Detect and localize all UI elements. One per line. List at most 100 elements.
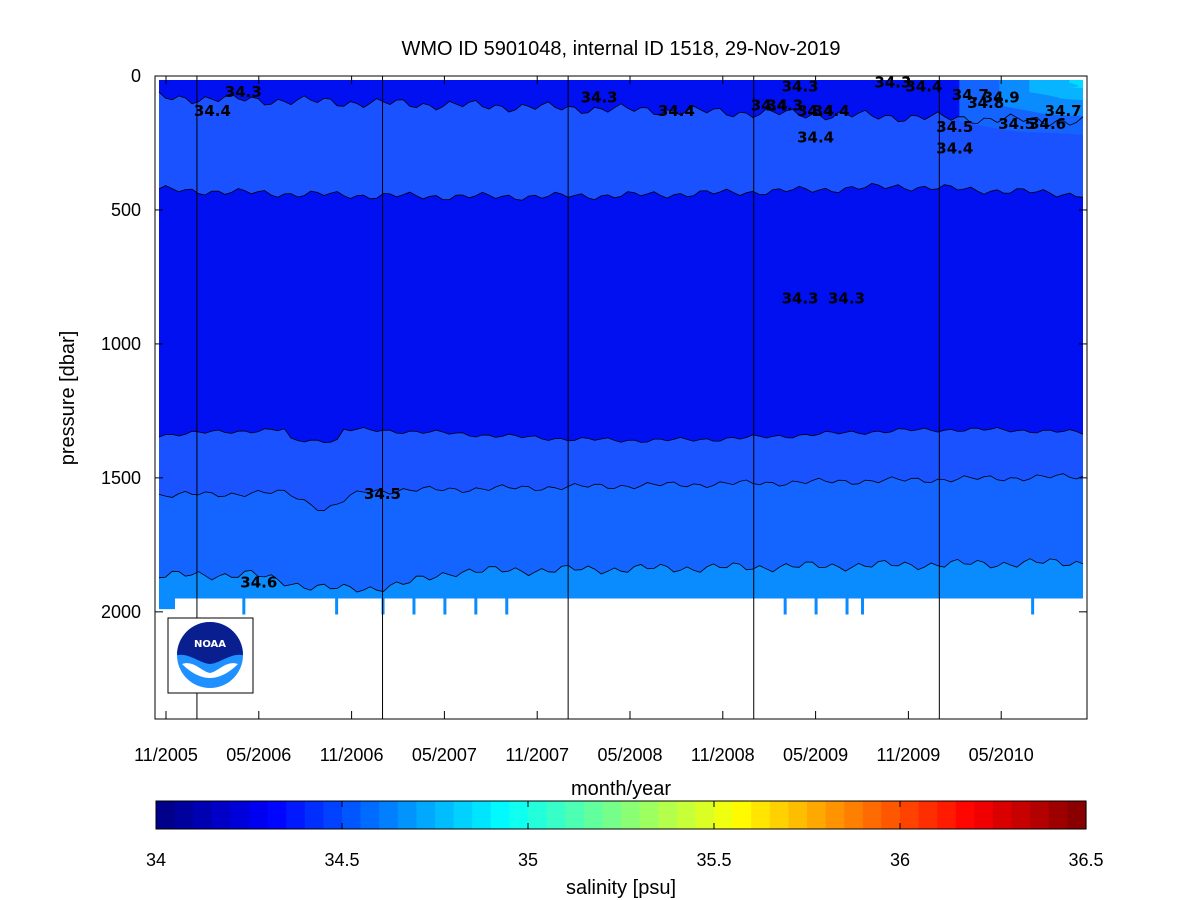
colorbar-cell bbox=[1067, 801, 1087, 829]
colorbar-cell bbox=[304, 801, 324, 829]
band-34.3-34.4-upper bbox=[159, 80, 1083, 126]
colorbar-cell bbox=[267, 801, 287, 829]
colorbar-cell bbox=[509, 801, 529, 829]
colorbar-cell bbox=[769, 801, 789, 829]
colorbar-cell bbox=[918, 801, 938, 829]
colorbar-cell bbox=[174, 801, 194, 829]
x-axis-ticks: 11/2005 05/2006 11/2006 05/2007 11/2007 05/20… bbox=[134, 76, 1034, 765]
contour-line bbox=[158, 473, 1084, 512]
profile-spike bbox=[1031, 598, 1035, 615]
colorbar-cell bbox=[714, 801, 734, 829]
colorbar-frame bbox=[155, 800, 1087, 830]
colorbar-cell bbox=[1048, 801, 1068, 829]
contour-lines bbox=[158, 91, 1084, 593]
contour-label: 34.3 bbox=[225, 83, 262, 101]
colorbar-cell bbox=[974, 801, 994, 829]
colorbar-cell bbox=[193, 801, 213, 829]
colorbar-cell bbox=[435, 801, 455, 829]
plot-area: 34.334.434.334.434.334.434.334.434.434.4… bbox=[155, 74, 1087, 719]
colorbar-cell bbox=[844, 801, 864, 829]
colorbar-cell bbox=[453, 801, 473, 829]
contour-line bbox=[158, 427, 1084, 444]
x-tick-label: 11/2009 bbox=[877, 745, 941, 765]
x-tick-label: 05/2007 bbox=[412, 745, 477, 765]
colorbar-cell bbox=[937, 801, 957, 829]
colorbar-cell bbox=[751, 801, 771, 829]
y-tick-label: 1500 bbox=[101, 468, 141, 488]
x-tick-label: 11/2008 bbox=[691, 745, 755, 765]
plot-frame bbox=[154, 75, 1088, 720]
profile-spike bbox=[783, 598, 787, 615]
colorbar-tick-label: 36 bbox=[890, 850, 910, 870]
contour-label: 34.3 bbox=[828, 289, 865, 307]
contour-label: 34.4 bbox=[797, 129, 834, 147]
profile-spike bbox=[845, 598, 849, 615]
contour-label: 34.6 bbox=[240, 573, 277, 591]
colorbar-cell bbox=[230, 801, 250, 829]
colorbar-tick-label: 34.5 bbox=[324, 850, 359, 870]
contour-label: 34.4 bbox=[905, 78, 942, 96]
contour-label: 34.5 bbox=[998, 115, 1035, 133]
colorbar-cell bbox=[342, 801, 362, 829]
contour-labels: 34.334.434.334.434.334.434.334.434.434.4… bbox=[194, 74, 1082, 591]
contour-line bbox=[158, 558, 1084, 593]
colorbar-tick-label: 36.5 bbox=[1068, 850, 1103, 870]
colorbar-label: salinity [psu] bbox=[566, 877, 676, 899]
y-tick-label: 2000 bbox=[101, 602, 141, 622]
band-34.3-34.4-core bbox=[159, 183, 1083, 443]
contour-label: 34.3 bbox=[874, 74, 911, 92]
profile-spike bbox=[335, 598, 339, 615]
svg-text:NOAA: NOAA bbox=[194, 639, 226, 650]
colorbar-cell bbox=[732, 801, 752, 829]
colorbar-cell bbox=[249, 801, 269, 829]
contour-label: 34.7 bbox=[1045, 102, 1082, 120]
profile-spike bbox=[861, 598, 864, 615]
band-34.5-34.6 bbox=[159, 473, 1083, 593]
contour-line bbox=[158, 91, 1084, 127]
contour-label: 34.3 bbox=[782, 289, 819, 307]
x-axis-label: month/year bbox=[571, 778, 671, 800]
x-tick-label: 11/2005 bbox=[134, 745, 198, 765]
profile-spike bbox=[443, 598, 447, 615]
x-tick-label: 05/2010 bbox=[969, 745, 1034, 765]
contour-label: 34.5 bbox=[364, 485, 401, 503]
contour-label: 34.4 bbox=[194, 102, 231, 120]
colorbar-cell bbox=[639, 801, 659, 829]
band-34.4-34.5-deep bbox=[159, 427, 1083, 511]
x-tick-label: 05/2008 bbox=[597, 745, 662, 765]
colorbar-cell bbox=[807, 801, 827, 829]
y-tick-label: 1000 bbox=[101, 334, 141, 354]
colorbar-cell bbox=[825, 801, 845, 829]
colorbar-ticks: 34 34.5 35 35.5 36 36.5 bbox=[146, 801, 1104, 870]
colorbar-cell bbox=[528, 801, 548, 829]
colorbar-cell bbox=[360, 801, 380, 829]
contour-label: 34.9 bbox=[983, 88, 1020, 106]
colorbar-cell bbox=[955, 801, 975, 829]
band-34.6-34.7 bbox=[159, 558, 1083, 599]
colorbar-cell bbox=[658, 801, 678, 829]
contour-line bbox=[158, 182, 1084, 201]
colorbar-tick-label: 34 bbox=[146, 850, 166, 870]
profile-spike bbox=[505, 598, 509, 615]
colorbar-cell bbox=[323, 801, 343, 829]
colorbar-cell bbox=[676, 801, 696, 829]
colorbar-cell bbox=[286, 801, 306, 829]
colorbar-cell bbox=[211, 801, 231, 829]
contour-label: 34.6 bbox=[1029, 115, 1066, 133]
y-axis-ticks: 0 500 1000 1500 2000 bbox=[101, 66, 1087, 622]
contour-label: 34.3 bbox=[581, 88, 618, 106]
y-axis-label: pressure [dbar] bbox=[57, 331, 79, 466]
colorbar-cell bbox=[862, 801, 882, 829]
x-tick-label: 05/2006 bbox=[226, 745, 291, 765]
colorbar-cell bbox=[1030, 801, 1050, 829]
colorbar-cell bbox=[472, 801, 492, 829]
colorbar-cell bbox=[602, 801, 622, 829]
colorbar-cell bbox=[788, 801, 808, 829]
profile-spike bbox=[242, 598, 246, 615]
salinity-bands bbox=[159, 80, 1083, 615]
profile-spike bbox=[474, 598, 478, 615]
x-tick-label: 05/2009 bbox=[783, 745, 848, 765]
profile-first bbox=[159, 598, 175, 610]
y-tick-label: 0 bbox=[131, 66, 141, 86]
contour-label: 34.4 bbox=[658, 102, 695, 120]
